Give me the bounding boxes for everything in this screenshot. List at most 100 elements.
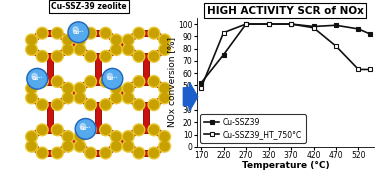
Cu-SSZ39 [367, 33, 372, 35]
Cu-SSZ39_HT_750°C [221, 32, 226, 34]
Circle shape [133, 99, 145, 111]
Circle shape [80, 124, 85, 129]
Legend: Cu-SSZ39, Cu-SSZ39_HT_750°C: Cu-SSZ39, Cu-SSZ39_HT_750°C [200, 114, 305, 143]
Circle shape [149, 125, 158, 134]
Cu-SSZ39 [244, 23, 248, 25]
Circle shape [76, 35, 84, 44]
Circle shape [112, 35, 121, 44]
Circle shape [101, 100, 110, 109]
Circle shape [135, 100, 143, 109]
Cu-SSZ39 [356, 28, 361, 30]
Circle shape [104, 70, 121, 88]
Circle shape [51, 124, 63, 136]
Circle shape [74, 82, 86, 94]
Text: Cu²⁺: Cu²⁺ [73, 30, 84, 35]
Circle shape [149, 100, 158, 109]
Circle shape [74, 44, 86, 55]
Circle shape [38, 29, 47, 38]
Circle shape [26, 34, 37, 46]
Circle shape [101, 52, 110, 61]
Circle shape [135, 125, 143, 134]
Circle shape [36, 124, 48, 136]
Circle shape [53, 29, 62, 38]
Cu-SSZ39 [334, 24, 338, 26]
Circle shape [149, 29, 158, 38]
Circle shape [159, 34, 170, 46]
Circle shape [62, 44, 74, 55]
Circle shape [76, 142, 84, 151]
Cu-SSZ39 [199, 82, 203, 84]
Circle shape [135, 52, 143, 61]
Circle shape [27, 35, 36, 44]
Circle shape [101, 125, 110, 134]
Circle shape [26, 131, 37, 142]
Circle shape [160, 35, 169, 44]
Cu-SSZ39_HT_750°C [289, 23, 293, 25]
Circle shape [76, 132, 84, 141]
Circle shape [38, 100, 47, 109]
Cu-SSZ39 [311, 25, 316, 28]
Circle shape [27, 132, 36, 141]
Circle shape [27, 84, 36, 93]
Circle shape [38, 52, 47, 61]
Cu-SSZ39_HT_750°C [244, 23, 248, 25]
Circle shape [149, 77, 158, 86]
Title: HIGH ACTIVITY SCR of NOx: HIGH ACTIVITY SCR of NOx [207, 6, 364, 16]
Circle shape [85, 99, 96, 111]
Circle shape [53, 125, 62, 134]
Y-axis label: NOx conversion [%]: NOx conversion [%] [167, 37, 177, 127]
Circle shape [74, 34, 86, 46]
Circle shape [133, 27, 145, 39]
Circle shape [160, 132, 169, 141]
Circle shape [74, 131, 86, 142]
Circle shape [133, 50, 145, 62]
Circle shape [32, 73, 37, 79]
Circle shape [85, 50, 96, 62]
Circle shape [100, 27, 112, 39]
Circle shape [74, 92, 86, 104]
Circle shape [122, 82, 134, 94]
Circle shape [64, 45, 73, 54]
Circle shape [86, 29, 95, 38]
Circle shape [122, 34, 134, 46]
Circle shape [148, 76, 160, 87]
Cu-SSZ39_HT_750°C [367, 68, 372, 71]
Circle shape [100, 76, 112, 87]
Circle shape [36, 147, 48, 159]
Circle shape [64, 93, 73, 102]
Circle shape [101, 77, 110, 86]
Circle shape [86, 77, 95, 86]
Circle shape [27, 45, 36, 54]
Circle shape [107, 73, 112, 79]
Circle shape [64, 35, 73, 44]
Circle shape [124, 93, 133, 102]
Circle shape [75, 118, 96, 139]
Circle shape [122, 92, 134, 104]
Circle shape [26, 44, 37, 55]
Circle shape [76, 45, 84, 54]
Circle shape [86, 52, 95, 61]
Circle shape [133, 76, 145, 87]
Circle shape [62, 131, 74, 142]
Circle shape [26, 92, 37, 104]
Circle shape [124, 142, 133, 151]
Circle shape [148, 50, 160, 62]
Circle shape [68, 22, 89, 43]
Circle shape [112, 142, 121, 151]
Circle shape [135, 149, 143, 158]
X-axis label: Temperature (°C): Temperature (°C) [242, 161, 329, 170]
Circle shape [159, 131, 170, 142]
Cu-SSZ39_HT_750°C [334, 45, 338, 47]
Cu-SSZ39_HT_750°C [356, 68, 361, 71]
Circle shape [86, 149, 95, 158]
Circle shape [53, 149, 62, 158]
Circle shape [70, 23, 87, 41]
Circle shape [101, 149, 110, 158]
Text: Cu-SSZ-39 zeolite: Cu-SSZ-39 zeolite [51, 2, 127, 11]
Circle shape [133, 124, 145, 136]
Circle shape [51, 99, 63, 111]
Circle shape [64, 142, 73, 151]
Circle shape [135, 77, 143, 86]
Circle shape [36, 99, 48, 111]
Circle shape [124, 35, 133, 44]
